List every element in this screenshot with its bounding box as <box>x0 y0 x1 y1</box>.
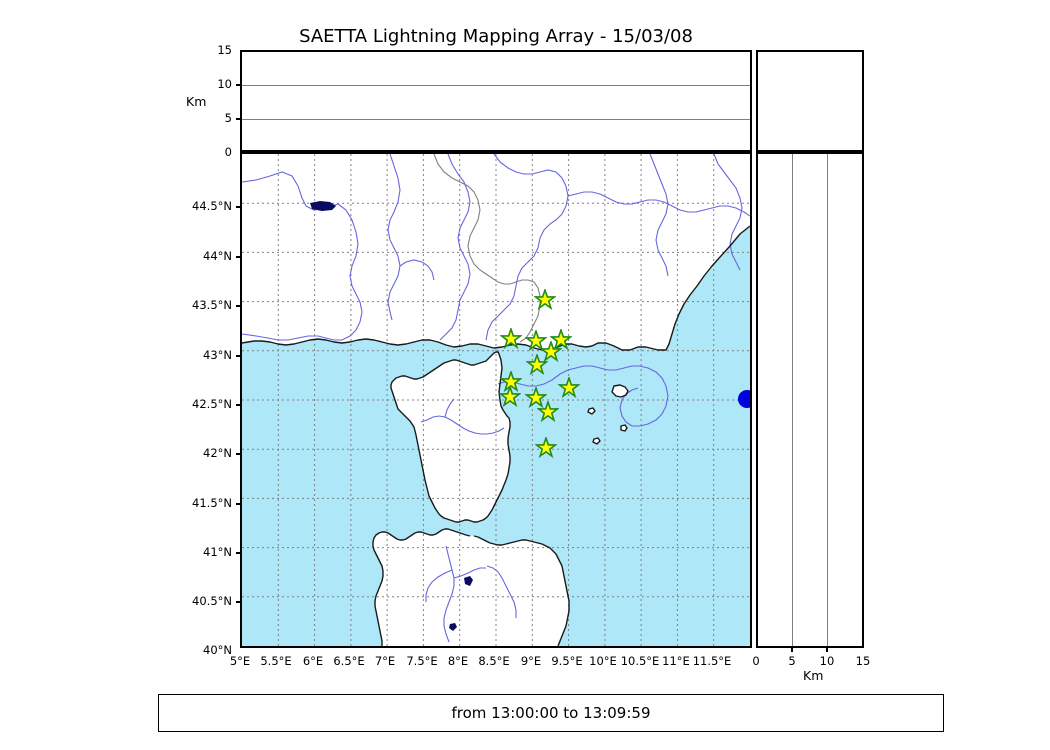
tickmark-map-y-41N <box>236 552 240 554</box>
gridline-right-10km <box>827 154 828 646</box>
tick-map-y-40N: 40°N <box>203 643 232 657</box>
tick-map-y-44.5N: 44.5°N <box>192 199 232 213</box>
gridline-top-10km <box>242 85 750 86</box>
tick-top-y-0: 0 <box>224 145 232 159</box>
tickmark-right-x-5 <box>791 648 793 652</box>
rivers <box>242 154 750 643</box>
lakes <box>310 201 473 631</box>
tick-right-x-10: 10 <box>819 654 835 668</box>
tick-right-x-15: 15 <box>855 654 871 668</box>
map-canvas <box>242 154 750 646</box>
tick-map-x-8.5E: 8.5°E <box>478 654 510 668</box>
tick-map-y-41N: 41°N <box>203 545 232 559</box>
tickmark-right-x-10 <box>826 648 828 652</box>
tick-top-y-15: 15 <box>217 43 232 57</box>
tick-map-x-9E: 9°E <box>520 654 542 668</box>
tick-map-x-7.5E: 7.5°E <box>406 654 438 668</box>
landmass-sardinia <box>373 529 569 646</box>
tick-map-y-43.5N: 43.5°N <box>192 298 232 312</box>
tick-map-x-8E: 8°E <box>447 654 469 668</box>
tick-map-x-6.5E: 6.5°E <box>333 654 365 668</box>
tick-map-x-10E: 10°E <box>589 654 617 668</box>
tickmark-map-y-42N <box>236 453 240 455</box>
tick-map-x-5.5E: 5.5°E <box>260 654 292 668</box>
tickmark-map-y-40.5N <box>236 601 240 603</box>
axis-label-top-km: Km <box>186 94 207 109</box>
status-bar[interactable]: from 13:00:00 to 13:09:59 <box>158 694 944 732</box>
tick-map-x-11.5E: 11.5°E <box>692 654 732 668</box>
tick-map-x-7E: 7°E <box>374 654 396 668</box>
tick-map-y-44N: 44°N <box>203 249 232 263</box>
tick-right-x-0: 0 <box>752 654 760 668</box>
tick-map-x-5E: 5°E <box>229 654 251 668</box>
tickmark-map-y-42.5N <box>236 404 240 406</box>
tick-map-x-6E: 6°E <box>302 654 324 668</box>
gridline-top-5km <box>242 119 750 120</box>
tickmark-top-y-5 <box>236 118 240 120</box>
tick-map-y-42N: 42°N <box>203 446 232 460</box>
axis-label-right-km: Km <box>803 668 824 683</box>
tick-map-y-43N: 43°N <box>203 348 232 362</box>
landmass-elba <box>612 385 628 397</box>
tick-map-y-41.5N: 41.5°N <box>192 496 232 510</box>
panel-altitude-histogram[interactable] <box>756 50 864 152</box>
tick-right-x-5: 5 <box>788 654 796 668</box>
tick-map-y-42.5N: 42.5°N <box>192 397 232 411</box>
tickmark-top-y-10 <box>236 84 240 86</box>
tick-top-y-10: 10 <box>217 77 232 91</box>
tickmark-map-y-44N <box>236 256 240 258</box>
panel-map[interactable] <box>240 152 752 648</box>
panel-altitude-longitude[interactable] <box>240 50 752 152</box>
tickmark-map-y-43.5N <box>236 305 240 307</box>
gridline-right-5km <box>792 154 793 646</box>
tickmark-map-y-41.5N <box>236 503 240 505</box>
tickmark-map-y-43N <box>236 355 240 357</box>
panel-altitude-latitude[interactable] <box>756 152 864 648</box>
tick-map-x-11E: 11°E <box>662 654 690 668</box>
tick-map-x-10.5E: 10.5°E <box>620 654 660 668</box>
source-markers <box>738 390 750 408</box>
status-text: from 13:00:00 to 13:09:59 <box>451 704 651 722</box>
tickmark-map-y-44.5N <box>236 206 240 208</box>
page-title: SAETTA Lightning Mapping Array - 15/03/0… <box>299 26 693 47</box>
tick-map-x-9.5E: 9.5°E <box>551 654 583 668</box>
tick-map-y-40.5N: 40.5°N <box>192 594 232 608</box>
landmass-corsica <box>391 352 510 522</box>
tick-top-y-5: 5 <box>224 111 232 125</box>
